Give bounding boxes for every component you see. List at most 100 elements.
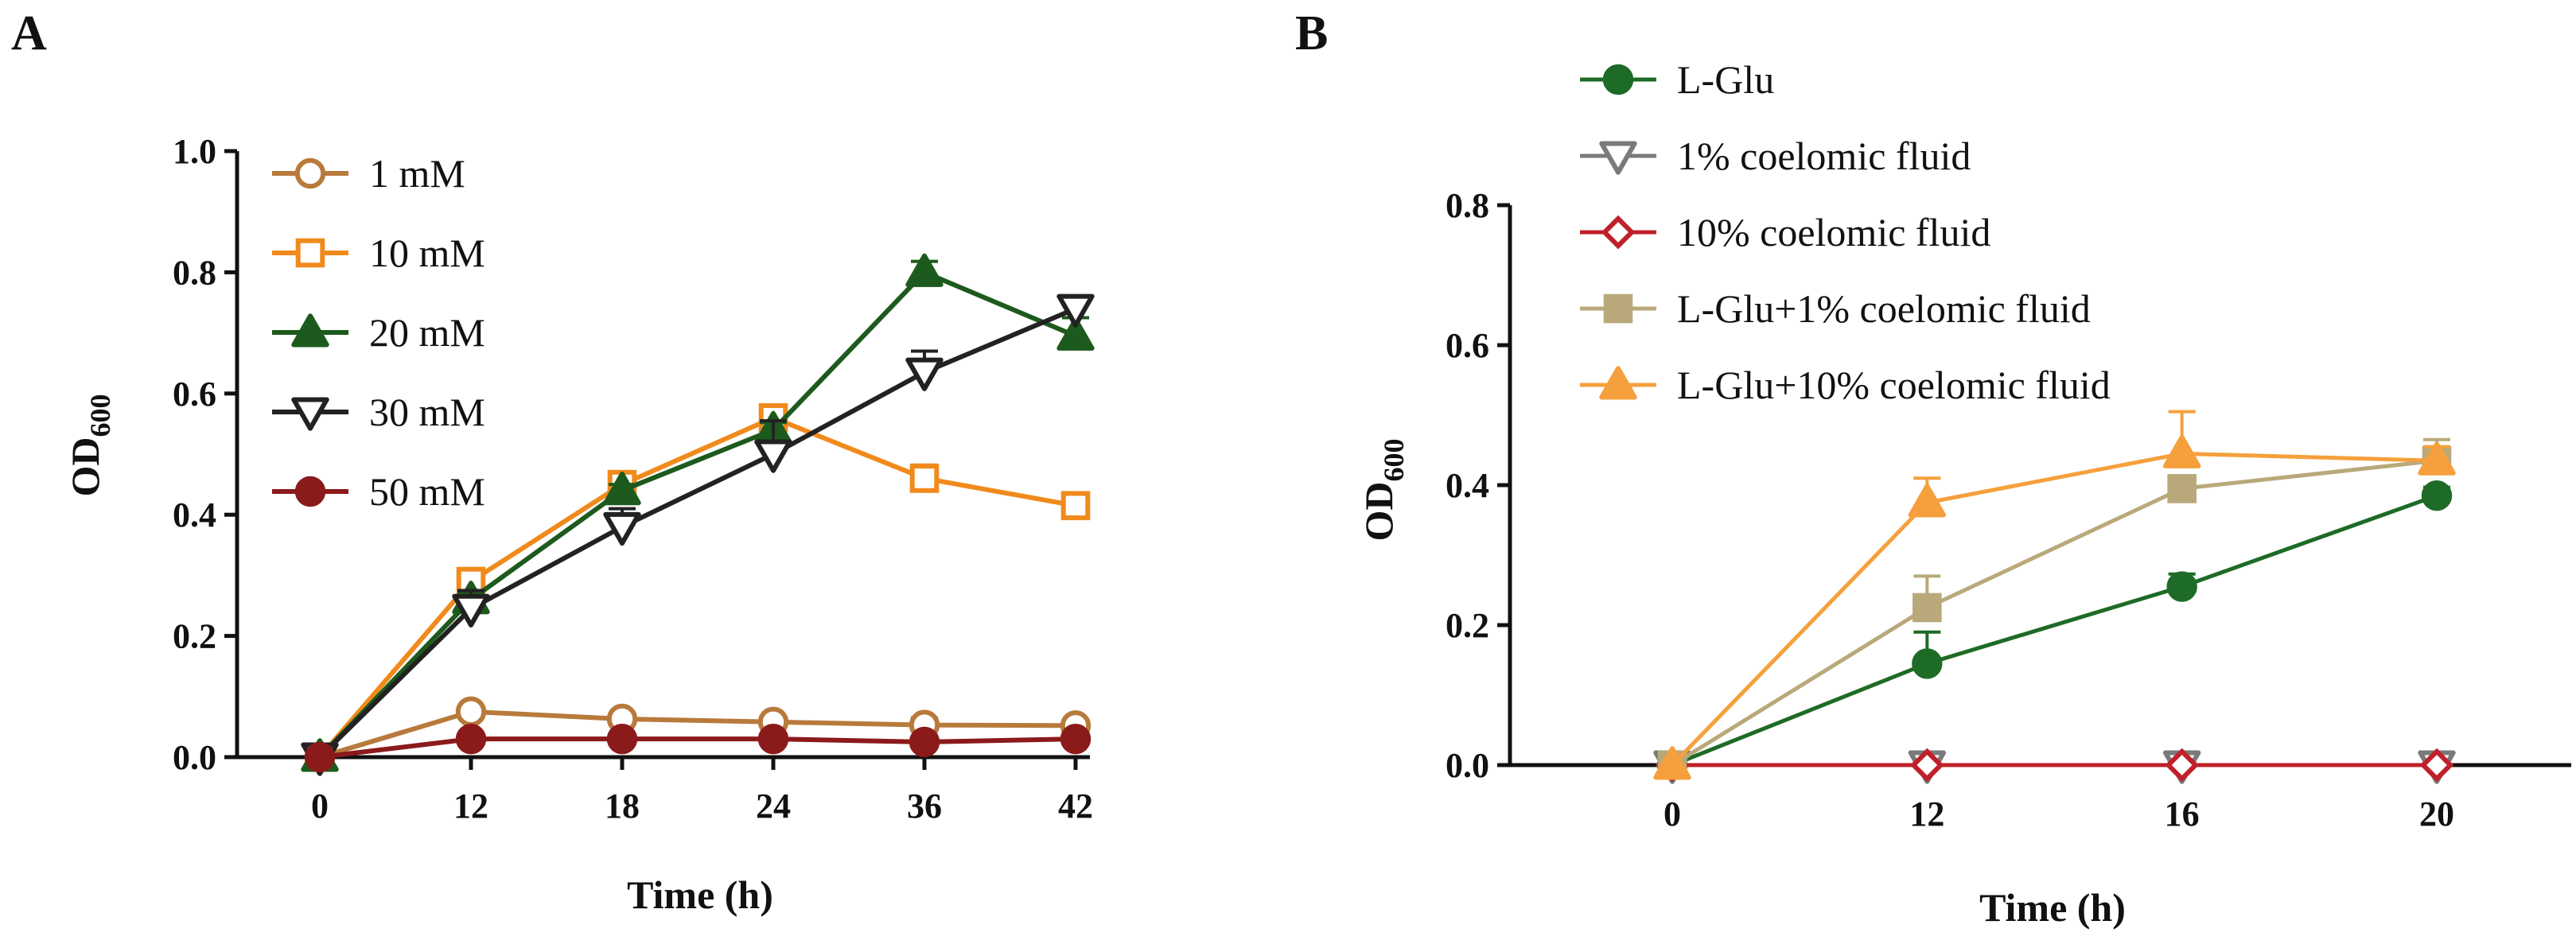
chart-b-ytick-label-4: 0.8 bbox=[1446, 186, 1489, 225]
chart-a-point-50-mm-5 bbox=[1060, 723, 1091, 755]
chart-a-series-50-mm bbox=[304, 723, 1091, 773]
chart-b-legend-label-l-glu: L-Glu bbox=[1677, 57, 1774, 102]
chart-a-legend-marker-50-mm bbox=[294, 476, 326, 507]
chart-b-point-10-coelomic-fluid-1 bbox=[1909, 748, 1944, 783]
chart-a-legend-label-30-mm: 30 mM bbox=[369, 390, 485, 434]
chart-b-legend-marker-l-glu-1-coelomic-fluid bbox=[1603, 293, 1633, 324]
chart-b-legend: L-Glu 1% coelomic fluid 10% coelomic fluid… bbox=[1580, 57, 2111, 407]
chart-b-series-10-coelomic-fluid bbox=[1655, 748, 2454, 783]
chart-a-point-10-mm-5 bbox=[1060, 491, 1091, 521]
chart-b-legend-item-l-glu-10-coelomic-fluid: L-Glu+10% coelomic fluid bbox=[1580, 363, 2111, 407]
chart-a-xtick-label-5: 42 bbox=[1058, 787, 1093, 826]
chart-a-ytick-label-0: 0.0 bbox=[173, 738, 216, 777]
chart-a-line-1-mm bbox=[319, 709, 1076, 760]
chart-b-legend-label-1-coelomic-fluid: 1% coelomic fluid bbox=[1677, 134, 1971, 178]
chart-b-legend-item-1-coelomic-fluid: 1% coelomic fluid bbox=[1580, 134, 1971, 178]
chart-a-y-axis-title-main: OD bbox=[63, 437, 107, 497]
chart-a-legend-item-30-mm: 30 mM bbox=[272, 390, 485, 434]
chart-b-y-axis-title-main: OD bbox=[1356, 482, 1401, 542]
chart-a-legend-label-1-mm: 1 mM bbox=[369, 151, 465, 196]
chart-a-point-30-mm-5 bbox=[1056, 293, 1095, 328]
panel-label-b: B bbox=[1295, 6, 1328, 60]
chart-b-line-l-glu-1-coelomic-fluid bbox=[1671, 458, 2438, 767]
chart-a-point-50-mm-2 bbox=[606, 723, 638, 755]
chart-a-point-50-mm-1 bbox=[455, 723, 487, 755]
chart-a-line-50-mm bbox=[319, 736, 1076, 760]
chart-a-line-10-mm bbox=[317, 415, 1076, 759]
chart-a-point-20-mm-4 bbox=[905, 253, 944, 287]
chart-a-xtick-label-2: 18 bbox=[605, 787, 640, 826]
chart-a-legend-label-20-mm: 20 mM bbox=[369, 310, 485, 355]
chart-a-ytick-label-5: 1.0 bbox=[173, 132, 216, 171]
chart-a-series-30-mm bbox=[301, 293, 1095, 776]
chart-b-point-l-glu-10-coelomic-fluid-1 bbox=[1908, 484, 1947, 518]
chart-b-legend-label-10-coelomic-fluid: 10% coelomic fluid bbox=[1677, 210, 1990, 254]
chart-a-ytick-label-2: 0.4 bbox=[173, 495, 216, 534]
chart-b-series-l-glu-10-coelomic-fluid bbox=[1653, 410, 2456, 780]
chart-a-xtick-label-4: 36 bbox=[907, 787, 942, 826]
chart-b-point-l-glu-10-coelomic-fluid-0 bbox=[1653, 746, 1691, 780]
chart-a-xtick-label-1: 12 bbox=[453, 787, 488, 826]
chart-b-legend-marker-1-coelomic-fluid bbox=[1599, 141, 1637, 175]
chart-b-ytick-label-1: 0.2 bbox=[1446, 606, 1489, 645]
chart-b-point-10-coelomic-fluid-2 bbox=[2165, 748, 2200, 783]
chart-b-legend-label-l-glu-10-coelomic-fluid: L-Glu+10% coelomic fluid bbox=[1677, 363, 2111, 407]
chart-b-point-l-glu-2 bbox=[2166, 571, 2197, 602]
chart-a-line-30-mm bbox=[317, 306, 1077, 760]
chart-a-legend-label-10-mm: 10 mM bbox=[369, 231, 485, 275]
chart-a-point-20-mm-5 bbox=[1056, 317, 1095, 351]
chart-b-xtick-label-0: 0 bbox=[1664, 795, 1681, 833]
chart-b-legend-label-l-glu-1-coelomic-fluid: L-Glu+1% coelomic fluid bbox=[1677, 286, 2091, 331]
chart-a-legend-marker-20-mm bbox=[291, 313, 329, 348]
chart-b-line-l-glu bbox=[1671, 493, 2438, 767]
chart-a-legend-item-20-mm: 20 mM bbox=[272, 310, 485, 355]
chart-a-legend-label-50-mm: 50 mM bbox=[369, 469, 485, 514]
chart-b-point-l-glu-10-coelomic-fluid-3 bbox=[2418, 441, 2456, 476]
chart-a-y-axis-title: OD600 bbox=[63, 394, 116, 497]
chart-a-ytick-label-4: 0.8 bbox=[173, 253, 216, 292]
chart-b-line-l-glu-10-coelomic-fluid bbox=[1671, 451, 2438, 767]
chart-a-legend-item-50-mm: 50 mM bbox=[272, 469, 485, 514]
chart-a-point-1-mm-1 bbox=[455, 696, 487, 728]
chart-a-point-50-mm-4 bbox=[909, 726, 940, 758]
chart-a-legend: 1 mM 10 mM 20 mM 30 mM 50 mM bbox=[272, 151, 485, 514]
chart-b-legend-marker-10-coelomic-fluid bbox=[1601, 215, 1636, 250]
chart-b-x-axis-title: Time (h) bbox=[1979, 885, 2126, 930]
chart-a-point-50-mm-3 bbox=[757, 723, 789, 755]
chart-a-xtick-label-0: 0 bbox=[311, 787, 329, 826]
chart-b-ytick-label-2: 0.4 bbox=[1446, 466, 1489, 505]
chart-a-series-1-mm bbox=[304, 696, 1091, 773]
chart-a-line-20-mm bbox=[317, 270, 1077, 760]
chart-a-ytick-label-1: 0.2 bbox=[173, 617, 216, 656]
chart-b-point-l-glu-3 bbox=[2421, 480, 2453, 511]
chart-a-point-30-mm-3 bbox=[754, 439, 792, 473]
chart-b-series-l-glu-1-coelomic-fluid bbox=[1657, 437, 2452, 780]
chart-b-legend-marker-l-glu bbox=[1602, 64, 1634, 95]
chart-b-point-l-glu-1-coelomic-fluid-2 bbox=[2167, 474, 2197, 503]
chart-b-point-l-glu-1-coelomic-fluid-1 bbox=[1913, 592, 1942, 623]
chart-a-point-10-mm-4 bbox=[909, 464, 940, 493]
chart-b-point-l-glu-10-coelomic-fluid-2 bbox=[2162, 434, 2201, 468]
chart-b-point-10-coelomic-fluid-3 bbox=[2419, 748, 2454, 783]
chart-panel-a: 0.0 0.2 0.4 0.6 0.8 1.0 0 12 18 24 36 42 Time (h) OD6… bbox=[63, 132, 1095, 917]
chart-b-ytick-label-0: 0.0 bbox=[1446, 746, 1489, 785]
chart-b-series-l-glu bbox=[1656, 480, 2453, 781]
chart-a-legend-marker-10-mm bbox=[295, 238, 325, 268]
panel-label-a: A bbox=[11, 6, 47, 60]
chart-a-point-30-mm-4 bbox=[905, 357, 944, 391]
chart-a-legend-marker-30-mm bbox=[291, 397, 329, 431]
chart-b-xtick-label-3: 20 bbox=[2419, 795, 2454, 833]
chart-b-y-axis-title-sub: 600 bbox=[1378, 439, 1410, 482]
chart-a-legend-marker-1-mm bbox=[294, 157, 326, 189]
chart-a-xtick-label-3: 24 bbox=[756, 787, 791, 826]
chart-a-point-30-mm-1 bbox=[452, 593, 490, 628]
chart-a-legend-item-10-mm: 10 mM bbox=[272, 231, 485, 275]
chart-b-series-1-coelomic-fluid bbox=[1653, 750, 2456, 784]
chart-b-legend-item-10-coelomic-fluid: 10% coelomic fluid bbox=[1580, 210, 1990, 254]
chart-b-legend-item-l-glu: L-Glu bbox=[1580, 57, 1774, 102]
chart-a-legend-item-1-mm: 1 mM bbox=[272, 151, 465, 196]
chart-a-ytick-label-3: 0.6 bbox=[173, 375, 216, 414]
chart-b-ytick-label-3: 0.6 bbox=[1446, 326, 1489, 365]
chart-a-point-30-mm-2 bbox=[603, 511, 641, 546]
chart-b-y-axis-title: OD600 bbox=[1356, 439, 1410, 542]
